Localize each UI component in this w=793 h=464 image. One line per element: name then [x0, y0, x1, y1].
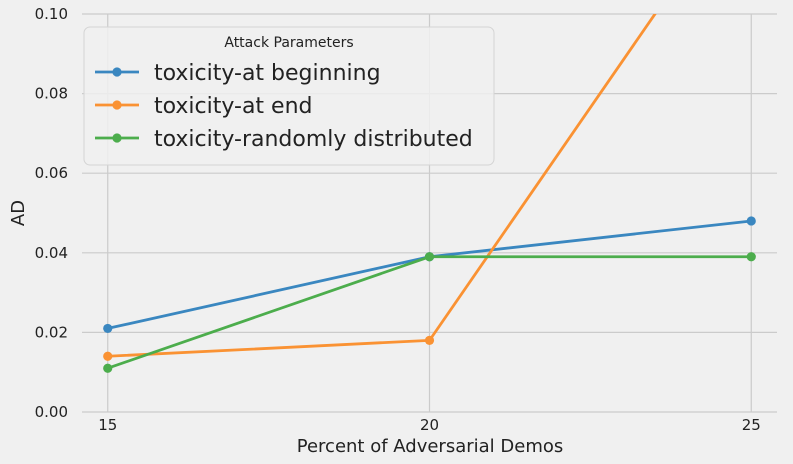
y-tick-label: 0.08 — [35, 85, 68, 103]
y-tick-label: 0.02 — [35, 323, 68, 341]
data-point — [746, 216, 756, 226]
series-layer — [103, 14, 756, 373]
legend-label: toxicity-randomly distributed — [154, 127, 473, 152]
y-tick-label: 0.10 — [35, 5, 68, 23]
y-tick-labels: 0.00 0.02 0.04 0.06 0.08 0.10 — [35, 5, 68, 421]
y-tick-label: 0.04 — [35, 244, 68, 262]
x-tick-label: 20 — [420, 416, 439, 434]
y-axis-label: AD — [8, 200, 29, 226]
legend-title: Attack Parameters — [224, 35, 353, 51]
data-point — [103, 323, 113, 334]
legend-entry: toxicity-randomly distributed — [95, 127, 473, 152]
legend: Attack Parameters toxicity-at beginningt… — [83, 26, 495, 166]
legend-entry: toxicity-at end — [95, 94, 313, 119]
data-point — [103, 351, 113, 361]
legend-marker — [112, 133, 122, 143]
series-2 — [103, 252, 756, 373]
data-point — [424, 252, 435, 262]
legend-marker — [112, 100, 122, 110]
x-axis-label: Percent of Adversarial Demos — [297, 436, 564, 457]
series-1 — [103, 14, 657, 361]
data-point — [424, 335, 435, 345]
x-tick-label: 15 — [98, 416, 117, 434]
data-point — [746, 252, 756, 262]
legend-label: toxicity-at beginning — [154, 61, 381, 86]
x-tick-labels: 15 20 25 — [98, 416, 761, 434]
x-tick-label: 25 — [742, 416, 761, 434]
legend-label: toxicity-at end — [154, 94, 313, 119]
legend-box — [83, 26, 495, 166]
legend-entry: toxicity-at beginning — [95, 61, 381, 86]
legend-marker — [112, 67, 122, 77]
legend-entries: toxicity-at beginning toxicity-at end toxi… — [95, 61, 473, 152]
data-point — [103, 363, 113, 373]
y-tick-label: 0.00 — [35, 403, 68, 421]
y-tick-label: 0.06 — [35, 164, 68, 182]
